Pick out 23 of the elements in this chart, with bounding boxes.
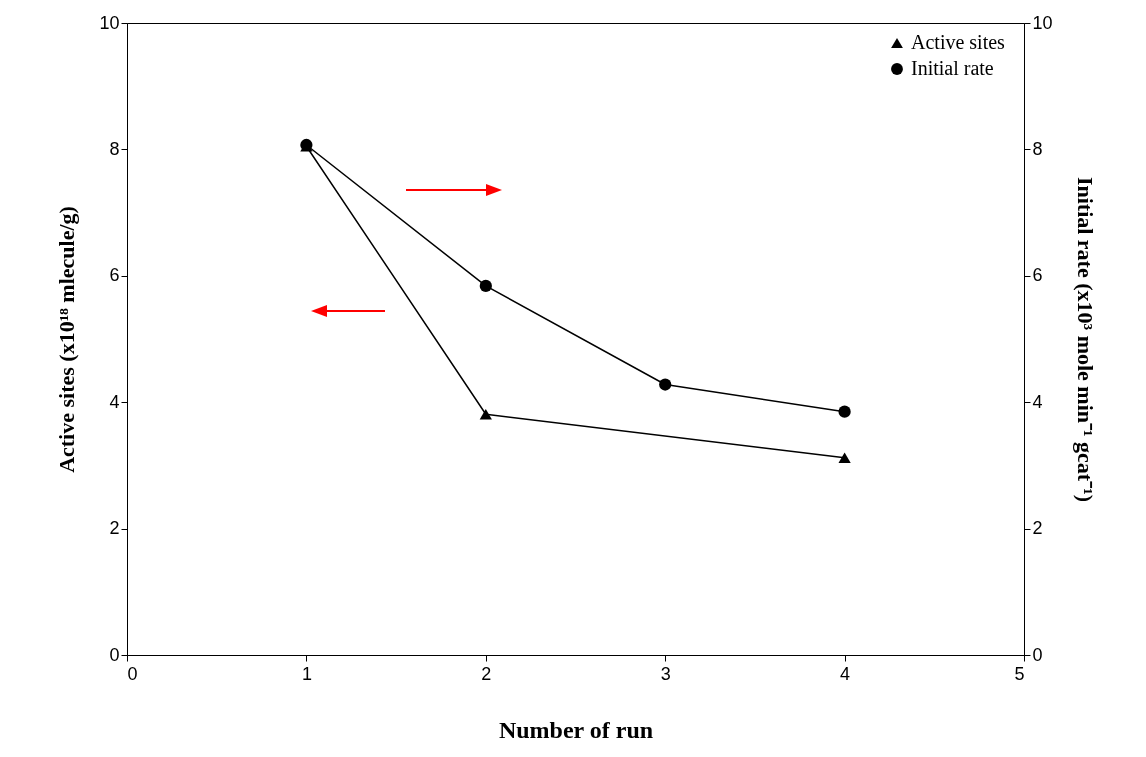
y-tick-label: 4 bbox=[109, 391, 120, 412]
y2-tick-label: 10 bbox=[1032, 12, 1053, 33]
y2-tick-label: 4 bbox=[1032, 391, 1043, 412]
y2-tick-label: 6 bbox=[1032, 265, 1043, 286]
y2-tick-label: 8 bbox=[1032, 138, 1043, 159]
x-tick-label: 0 bbox=[127, 663, 138, 684]
legend-label: Initial rate bbox=[911, 57, 994, 79]
x-axis-title: Number of run bbox=[498, 716, 654, 743]
y2-axis-title: Initial rate (x10³ mole min⁻¹ gcat⁻¹) bbox=[1072, 176, 1098, 503]
x-tick-label: 1 bbox=[301, 663, 312, 684]
y-tick-label: 2 bbox=[109, 518, 120, 539]
x-tick-label: 5 bbox=[1014, 663, 1025, 684]
y-tick-label: 0 bbox=[109, 644, 120, 665]
y-tick-label: 8 bbox=[109, 138, 120, 159]
y2-tick-label: 0 bbox=[1032, 644, 1043, 665]
y-tick-label: 10 bbox=[99, 12, 120, 33]
y2-tick-label: 2 bbox=[1032, 518, 1043, 539]
y-axis-title: Active sites (x10¹⁸ mlecule/g) bbox=[54, 206, 80, 473]
y-tick-label: 6 bbox=[109, 265, 120, 286]
legend-label: Active sites bbox=[911, 31, 1006, 53]
x-tick-label: 2 bbox=[481, 663, 492, 684]
x-tick-label: 3 bbox=[660, 663, 671, 684]
x-tick-label: 4 bbox=[840, 663, 851, 684]
